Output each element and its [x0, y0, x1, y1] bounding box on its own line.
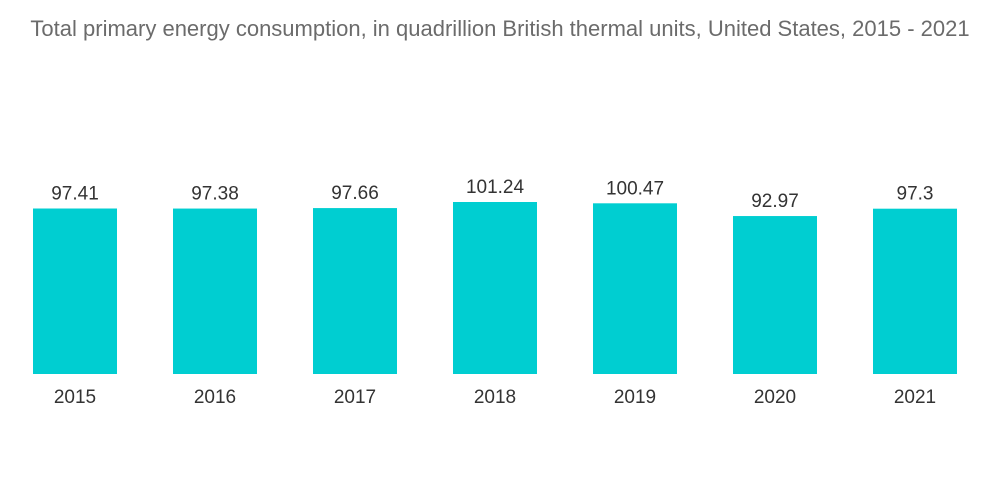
value-label-2019: 100.47	[606, 178, 664, 199]
bar-2019	[593, 203, 677, 374]
value-label-2018: 101.24	[466, 177, 525, 198]
bar-2021	[873, 208, 957, 374]
value-labels-layer: 97.41 97.38 97.66 101.24 100.47 92.97 97.3	[51, 177, 933, 212]
value-label-2016: 97.38	[191, 184, 239, 205]
x-tick-label-2016: 2016	[194, 387, 236, 408]
value-label-2020: 92.97	[751, 191, 799, 212]
x-tick-label-2020: 2020	[754, 387, 796, 408]
bar-2017	[313, 208, 397, 374]
bars-layer	[33, 202, 957, 374]
x-tick-label-2015: 2015	[54, 387, 96, 408]
bar-2018	[453, 202, 537, 374]
value-label-2017: 97.66	[331, 183, 379, 204]
bar-2015	[33, 208, 117, 374]
x-tick-label-2017: 2017	[334, 387, 376, 408]
x-tick-label-2018: 2018	[474, 387, 516, 408]
x-axis-ticks: 2015 2016 2017 2018 2019 2020 2021	[54, 387, 936, 408]
x-tick-label-2021: 2021	[894, 387, 936, 408]
chart-title: Total primary energy consumption, in qua…	[30, 16, 970, 41]
bar-2016	[173, 208, 257, 374]
value-label-2015: 97.41	[51, 184, 99, 205]
value-label-2021: 97.3	[897, 184, 934, 205]
bar-2020	[733, 216, 817, 374]
x-tick-label-2019: 2019	[614, 387, 656, 408]
